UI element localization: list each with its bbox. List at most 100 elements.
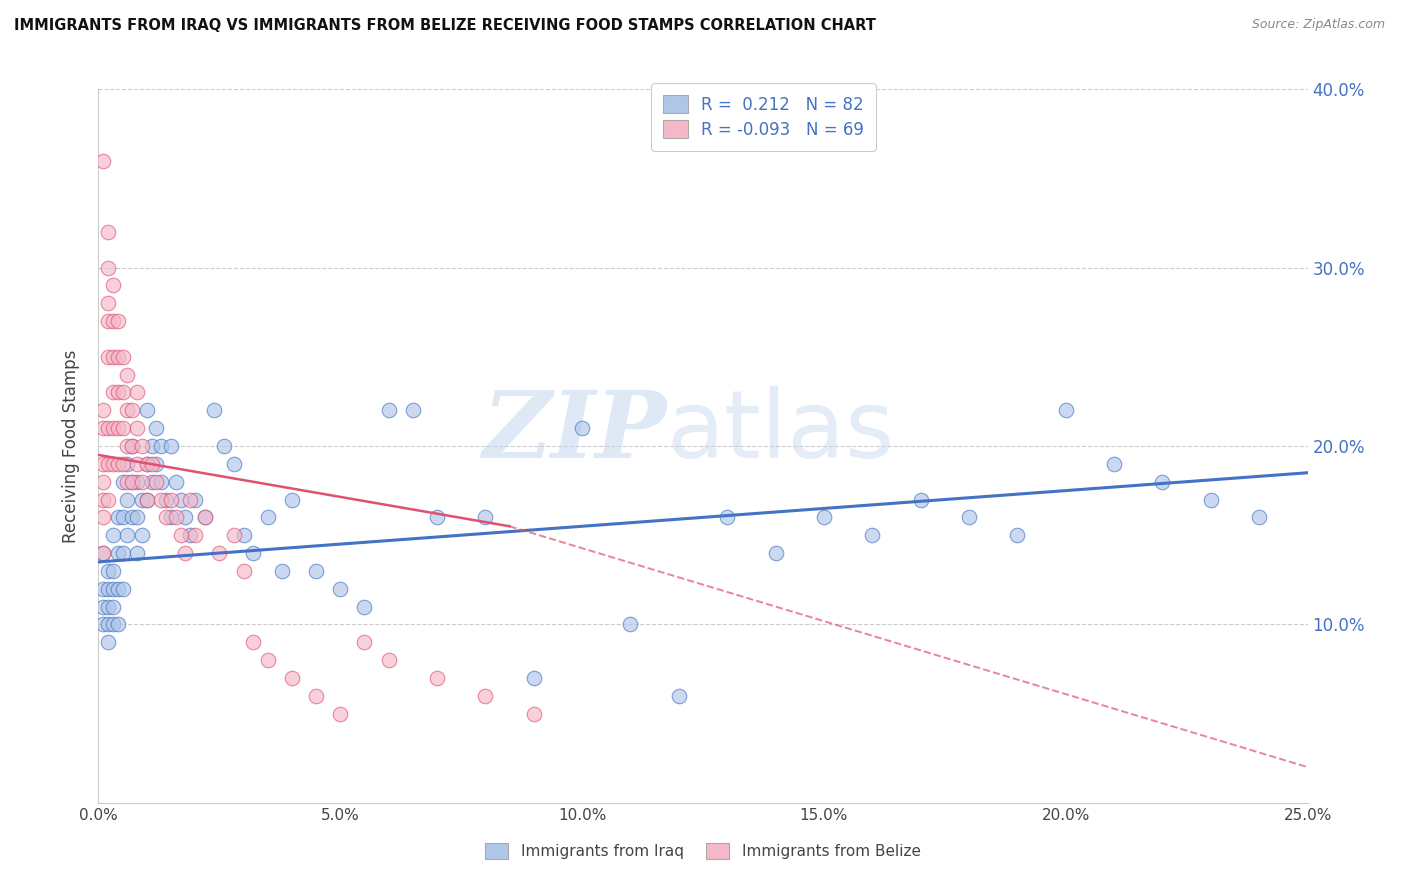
Point [127,510,149,524]
Point [91,546,114,560]
Point [765,546,787,560]
Point [91,492,114,507]
Point [1102,457,1125,471]
Point [426,510,449,524]
Text: ZIP: ZIP [482,387,666,476]
Point [222,528,245,542]
Point [150,492,173,507]
Point [97,296,120,310]
Point [135,492,157,507]
Point [121,510,143,524]
Point [145,457,167,471]
Point [91,403,114,417]
Point [121,439,143,453]
Point [97,225,120,239]
Point [179,528,201,542]
Text: Source: ZipAtlas.com: Source: ZipAtlas.com [1251,18,1385,31]
Point [222,457,245,471]
Point [91,457,114,471]
Point [174,546,197,560]
Point [668,689,690,703]
Point [97,617,120,632]
Point [141,475,163,489]
Point [121,439,143,453]
Point [160,492,183,507]
Point [165,475,187,489]
Point [121,475,143,489]
Point [150,475,173,489]
Point [111,421,134,435]
Point [111,457,134,471]
Point [101,350,124,364]
Point [97,635,120,649]
Point [353,635,375,649]
Point [101,528,124,542]
Point [107,617,129,632]
Point [111,546,134,560]
Point [160,510,183,524]
Point [208,546,231,560]
Point [97,582,120,596]
Point [101,314,124,328]
Point [174,510,197,524]
Point [117,528,139,542]
Point [256,653,278,667]
Point [232,564,254,578]
Point [127,475,149,489]
Point [813,510,835,524]
Point [910,492,932,507]
Point [353,599,375,614]
Point [141,439,163,453]
Point [117,457,139,471]
Legend: Immigrants from Iraq, Immigrants from Belize: Immigrants from Iraq, Immigrants from Be… [478,835,928,866]
Text: atlas: atlas [666,385,896,478]
Point [107,546,129,560]
Point [101,599,124,614]
Point [194,510,217,524]
Point [127,385,149,400]
Point [271,564,294,578]
Point [117,368,139,382]
Point [101,278,124,293]
Point [131,492,153,507]
Point [256,510,278,524]
Point [97,421,120,435]
Point [97,314,120,328]
Point [111,510,134,524]
Point [101,582,124,596]
Point [97,260,120,275]
Point [101,457,124,471]
Point [117,439,139,453]
Point [242,635,264,649]
Point [169,528,191,542]
Point [329,582,352,596]
Point [155,510,177,524]
Point [619,617,641,632]
Y-axis label: Receiving Food Stamps: Receiving Food Stamps [62,350,80,542]
Point [91,475,114,489]
Point [716,510,738,524]
Point [121,475,143,489]
Point [305,689,328,703]
Point [426,671,449,685]
Point [145,421,167,435]
Point [281,671,304,685]
Point [91,421,114,435]
Point [204,403,226,417]
Point [523,671,546,685]
Point [1054,403,1077,417]
Point [377,403,399,417]
Point [1152,475,1174,489]
Point [1007,528,1029,542]
Point [107,385,129,400]
Point [111,385,134,400]
Text: IMMIGRANTS FROM IRAQ VS IMMIGRANTS FROM BELIZE RECEIVING FOOD STAMPS CORRELATION: IMMIGRANTS FROM IRAQ VS IMMIGRANTS FROM … [14,18,876,33]
Point [131,439,153,453]
Point [131,528,153,542]
Point [101,421,124,435]
Point [184,492,207,507]
Point [184,528,207,542]
Point [111,350,134,364]
Point [107,421,129,435]
Point [111,475,134,489]
